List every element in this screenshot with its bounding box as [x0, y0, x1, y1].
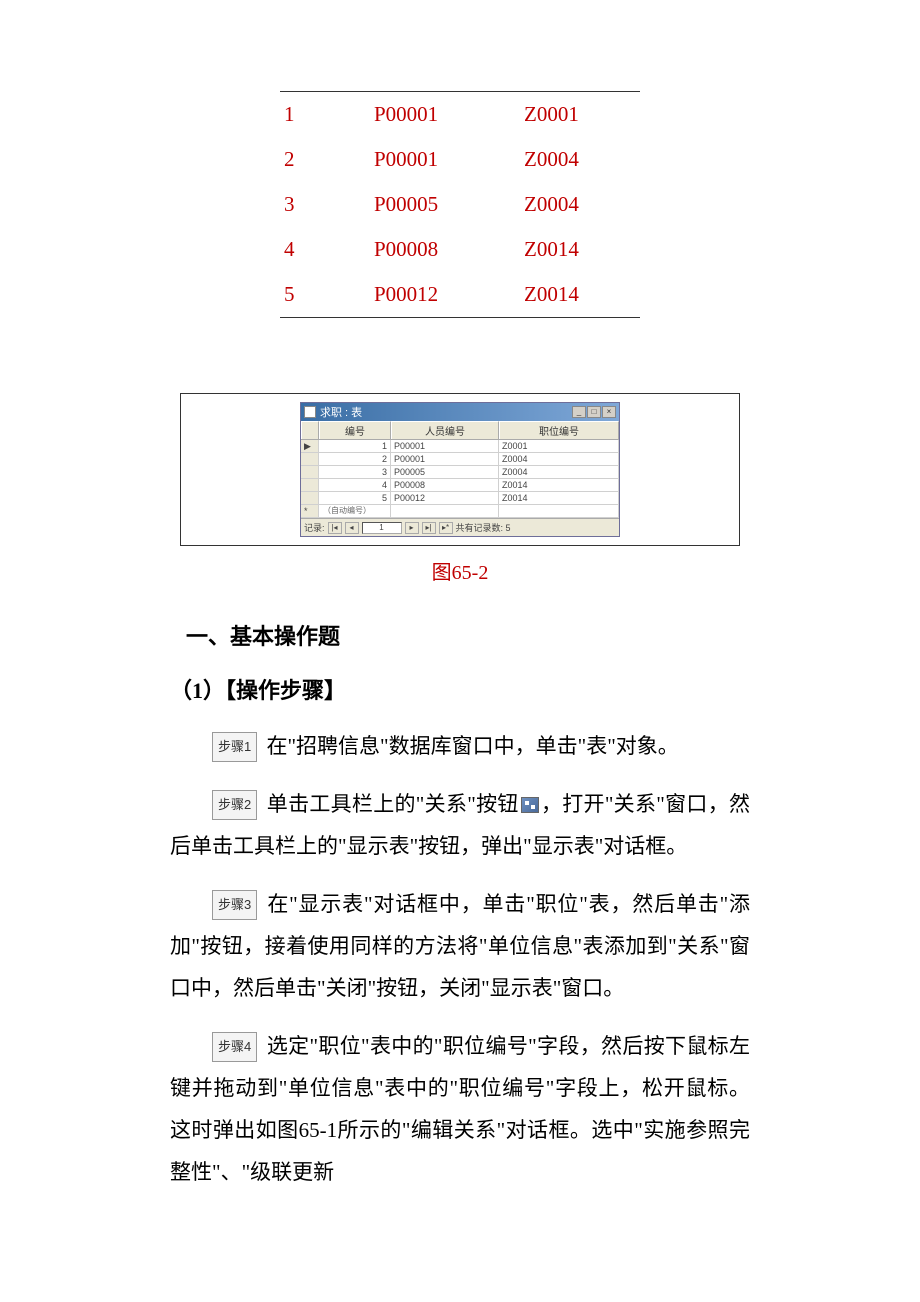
relationships-icon	[521, 797, 539, 813]
grid-cell[interactable]	[499, 505, 619, 517]
grid-header: 编号 人员编号 职位编号	[301, 421, 619, 440]
cell-index: 1	[280, 91, 370, 137]
grid-cell[interactable]	[391, 505, 499, 517]
cell-index: 3	[280, 182, 370, 227]
step-paragraph: 步骤3 在"显示表"对话框中，单击"职位"表，然后单击"添加"按钮，接着使用同样…	[170, 883, 750, 1009]
maximize-button[interactable]: □	[587, 406, 601, 418]
row-selector-header[interactable]	[301, 421, 319, 439]
nav-record-input[interactable]: 1	[362, 522, 402, 534]
grid-cell[interactable]: P00008	[391, 479, 499, 491]
table-icon	[304, 406, 316, 418]
figure-caption: 图65-2	[170, 556, 750, 585]
cell-index: 2	[280, 137, 370, 182]
grid-body: ▶ 1 P00001 Z0001 2 P00001 Z0004 3 P00005…	[301, 440, 619, 518]
nav-new-button[interactable]: ▸*	[439, 522, 453, 534]
row-selector[interactable]: *	[301, 505, 319, 517]
data-table: 1 P00001 Z0001 2 P00001 Z0004 3 P00005 Z…	[280, 90, 640, 318]
nav-next-button[interactable]: ▸	[405, 522, 419, 534]
cell-position: Z0014	[520, 272, 640, 317]
step-text: 单击工具栏上的"关系"按钮	[267, 792, 519, 816]
row-selector[interactable]	[301, 479, 319, 491]
nav-total-label: 共有记录数: 5	[456, 521, 511, 534]
grid-cell[interactable]: Z0004	[499, 466, 619, 478]
column-header[interactable]: 职位编号	[499, 421, 619, 439]
nav-last-button[interactable]: ▸|	[422, 522, 436, 534]
grid-cell[interactable]: P00001	[391, 453, 499, 465]
grid-cell[interactable]: P00012	[391, 492, 499, 504]
table-row: 4 P00008 Z0014	[280, 227, 640, 272]
grid-cell[interactable]: Z0014	[499, 479, 619, 491]
step-label: 步骤4	[212, 1032, 257, 1062]
grid-cell[interactable]: 4	[319, 479, 391, 491]
subsection-title: （1）【操作步骤】	[170, 673, 750, 705]
step-paragraph: 步骤4 选定"职位"表中的"职位编号"字段，然后按下鼠标左键并拖动到"单位信息"…	[170, 1025, 750, 1193]
cell-person: P00005	[370, 182, 520, 227]
window-title: 求职 : 表	[320, 404, 572, 420]
table-row: 3 P00005 Z0004	[280, 182, 640, 227]
grid-row[interactable]: 3 P00005 Z0004	[301, 466, 619, 479]
grid-cell[interactable]: 3	[319, 466, 391, 478]
grid-cell[interactable]: P00005	[391, 466, 499, 478]
window-titlebar: 求职 : 表 _ □ ×	[301, 403, 619, 421]
cell-position: Z0004	[520, 137, 640, 182]
nav-first-button[interactable]: |◂	[328, 522, 342, 534]
nav-label: 记录:	[304, 521, 325, 534]
column-header[interactable]: 人员编号	[391, 421, 499, 439]
step-label: 步骤3	[212, 890, 257, 920]
row-selector[interactable]	[301, 466, 319, 478]
row-selector[interactable]	[301, 492, 319, 504]
step-label: 步骤1	[212, 732, 257, 762]
minimize-button[interactable]: _	[572, 406, 586, 418]
grid-row[interactable]: ▶ 1 P00001 Z0001	[301, 440, 619, 453]
cell-position: Z0001	[520, 91, 640, 137]
cell-person: P00008	[370, 227, 520, 272]
close-button[interactable]: ×	[602, 406, 616, 418]
access-table-window: 求职 : 表 _ □ × 编号 人员编号 职位编号 ▶ 1 P00001 Z00…	[300, 402, 620, 537]
cell-person: P00001	[370, 91, 520, 137]
step-paragraph: 步骤1 在"招聘信息"数据库窗口中，单击"表"对象。	[170, 725, 750, 767]
cell-position: Z0004	[520, 182, 640, 227]
grid-cell[interactable]: P00001	[391, 440, 499, 452]
grid-row[interactable]: 4 P00008 Z0014	[301, 479, 619, 492]
grid-cell[interactable]: Z0001	[499, 440, 619, 452]
grid-cell[interactable]: Z0014	[499, 492, 619, 504]
record-navigator: 记录: |◂ ◂ 1 ▸ ▸| ▸* 共有记录数: 5	[301, 518, 619, 536]
cell-person: P00012	[370, 272, 520, 317]
figure-container: 求职 : 表 _ □ × 编号 人员编号 职位编号 ▶ 1 P00001 Z00…	[180, 393, 740, 546]
grid-cell[interactable]: 2	[319, 453, 391, 465]
nav-prev-button[interactable]: ◂	[345, 522, 359, 534]
grid-cell-autonumber[interactable]: （自动编号）	[319, 505, 391, 517]
table-row: 1 P00001 Z0001	[280, 91, 640, 137]
cell-person: P00001	[370, 137, 520, 182]
table-row: 5 P00012 Z0014	[280, 272, 640, 317]
cell-index: 4	[280, 227, 370, 272]
grid-cell[interactable]: Z0004	[499, 453, 619, 465]
section-title: 一、基本操作题	[186, 619, 750, 651]
cell-position: Z0014	[520, 227, 640, 272]
step-text: 在"招聘信息"数据库窗口中，单击"表"对象。	[266, 734, 678, 758]
row-selector[interactable]	[301, 453, 319, 465]
grid-cell[interactable]: 1	[319, 440, 391, 452]
table-row: 2 P00001 Z0004	[280, 137, 640, 182]
grid-row[interactable]: 5 P00012 Z0014	[301, 492, 619, 505]
cell-index: 5	[280, 272, 370, 317]
grid-row[interactable]: 2 P00001 Z0004	[301, 453, 619, 466]
column-header[interactable]: 编号	[319, 421, 391, 439]
step-label: 步骤2	[212, 790, 257, 820]
grid-cell[interactable]: 5	[319, 492, 391, 504]
row-selector[interactable]: ▶	[301, 440, 319, 452]
step-paragraph: 步骤2 单击工具栏上的"关系"按钮，打开"关系"窗口，然后单击工具栏上的"显示表…	[170, 783, 750, 867]
grid-new-row[interactable]: * （自动编号）	[301, 505, 619, 518]
